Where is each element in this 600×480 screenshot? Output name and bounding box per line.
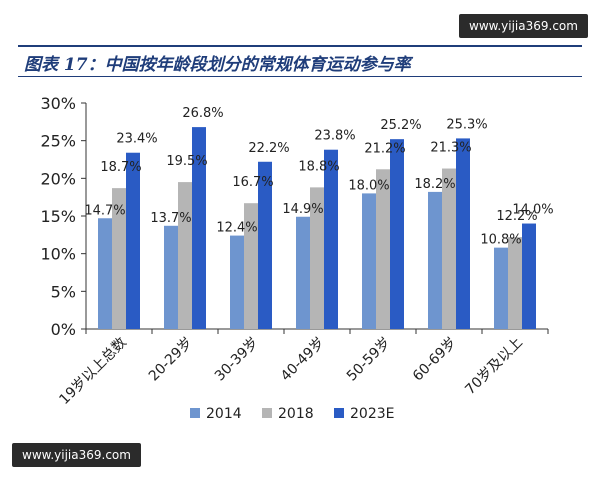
bar xyxy=(178,182,192,329)
bar xyxy=(244,203,258,329)
data-label: 10.8% xyxy=(480,233,521,248)
bar xyxy=(98,218,112,329)
x-category-label: 70岁及以上 xyxy=(462,335,526,399)
y-tick-label: 15% xyxy=(40,207,76,226)
chart-axes: 0% 5% 10% 15% 20% 25% 30% xyxy=(40,94,549,339)
bar xyxy=(296,216,310,329)
data-label: 18.0% xyxy=(348,178,389,193)
bar xyxy=(456,138,470,329)
data-label: 13.7% xyxy=(150,211,191,226)
chart-legend: 2014 2018 2023E xyxy=(190,406,394,422)
header-rule xyxy=(18,45,582,47)
data-label: 18.7% xyxy=(100,160,141,175)
data-label: 22.2% xyxy=(248,141,289,156)
bar xyxy=(310,187,324,329)
legend-label: 2018 xyxy=(278,406,314,422)
data-label: 14.7% xyxy=(84,203,125,218)
x-category-label: 20-29岁 xyxy=(146,335,196,385)
bar xyxy=(376,169,390,329)
y-tick-label: 20% xyxy=(40,169,76,188)
y-tick-label: 5% xyxy=(51,282,76,301)
data-label: 14.9% xyxy=(282,202,323,217)
data-label: 12.4% xyxy=(216,221,257,236)
chart-title: 图表 17：中国按年龄段划分的常规体育运动参与率 xyxy=(24,55,411,75)
legend-label: 2014 xyxy=(206,406,242,422)
legend-label: 2023E xyxy=(350,406,394,422)
data-label: 19.5% xyxy=(166,154,207,169)
chart-data-labels: 14.7% 18.7% 23.4% 13.7% 19.5% 26.8% 12.4% 16.7%… xyxy=(84,106,553,248)
y-tick-label: 25% xyxy=(40,132,76,151)
data-label: 23.8% xyxy=(314,129,355,144)
bar xyxy=(390,139,404,329)
watermark-bottom: www.yijia369.com xyxy=(12,443,141,467)
chart-bars xyxy=(98,127,536,330)
watermark-top: www.yijia369.com xyxy=(459,14,588,38)
bar xyxy=(112,188,126,329)
x-category-label: 50-59岁 xyxy=(344,335,394,385)
x-category-label: 30-39岁 xyxy=(212,335,262,385)
bar xyxy=(522,223,536,329)
legend-swatch xyxy=(334,408,344,418)
bar xyxy=(442,168,456,329)
legend-swatch xyxy=(190,408,200,418)
data-label: 14.0% xyxy=(512,203,553,218)
data-label: 21.2% xyxy=(364,141,405,156)
data-label: 12.2% xyxy=(496,209,537,224)
data-label: 26.8% xyxy=(182,106,223,121)
data-label: 23.4% xyxy=(116,132,157,147)
y-tick-label: 0% xyxy=(51,320,76,339)
bar xyxy=(494,247,508,329)
chart-category-labels: 19岁以上总数 20-29岁 30-39岁 40-49岁 50-59岁 60-69岁 70岁… xyxy=(56,335,525,408)
bar xyxy=(192,127,206,330)
bar xyxy=(362,193,376,329)
x-category-label: 19岁以上总数 xyxy=(56,335,129,408)
y-tick-label: 10% xyxy=(40,245,76,264)
bar xyxy=(428,191,442,329)
legend-swatch xyxy=(262,408,272,418)
y-tick-label: 30% xyxy=(40,94,76,113)
data-label: 16.7% xyxy=(232,175,273,190)
bar xyxy=(508,237,522,329)
data-label: 18.8% xyxy=(298,159,339,174)
x-category-label: 40-49岁 xyxy=(278,335,328,385)
bar xyxy=(230,235,244,329)
data-label: 25.2% xyxy=(380,118,421,133)
bar xyxy=(164,225,178,329)
data-label: 21.3% xyxy=(430,141,471,156)
data-label: 25.3% xyxy=(446,117,487,132)
x-category-label: 60-69岁 xyxy=(410,335,460,385)
bar xyxy=(324,149,338,329)
header-rule-thin xyxy=(18,76,582,77)
bar xyxy=(258,161,272,329)
bar xyxy=(126,152,140,329)
data-label: 18.2% xyxy=(414,177,455,192)
